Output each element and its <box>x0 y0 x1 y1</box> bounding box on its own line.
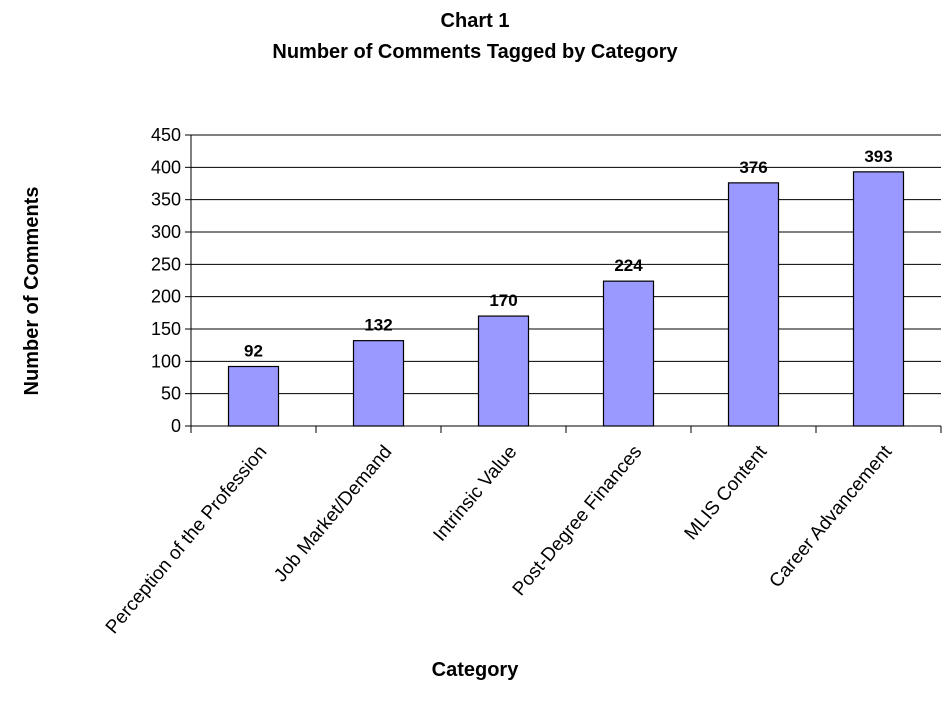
bars <box>227 171 905 427</box>
y-tick-label: 400 <box>151 157 181 177</box>
data-label: 170 <box>489 291 517 310</box>
chart-subtitle: Number of Comments Tagged by Category <box>272 41 678 63</box>
bar <box>727 182 780 427</box>
data-label: 224 <box>614 256 643 275</box>
data-labels: 92 132 170 224 376 393 <box>244 147 893 361</box>
data-label: 132 <box>364 316 392 335</box>
bar <box>852 171 905 427</box>
y-tick-label: 50 <box>161 384 181 404</box>
x-tick-label: Intrinsic Value <box>429 442 521 546</box>
y-tick-label: 250 <box>151 254 181 274</box>
x-tick-label: MLIS Content <box>681 441 772 544</box>
x-tick-label: Post-Degree Finances <box>509 442 647 600</box>
chart-title: Chart 1 <box>441 10 510 32</box>
x-tick-label: Job Market/Demand <box>270 442 396 587</box>
gridlines <box>191 134 941 395</box>
y-tick-label: 100 <box>151 351 181 371</box>
x-axis-title: Category <box>432 659 520 681</box>
data-label: 92 <box>244 342 263 361</box>
y-tick-label: 450 <box>151 125 181 145</box>
x-tick-label: Perception of the Profession <box>102 442 272 638</box>
bar <box>602 280 655 427</box>
y-tick-label: 150 <box>151 319 181 339</box>
data-label: 393 <box>864 147 892 166</box>
y-tick-label: 300 <box>151 222 181 242</box>
data-label: 376 <box>739 158 767 177</box>
bar <box>477 315 530 427</box>
x-tick-label: Career Advancement <box>766 441 897 592</box>
bar <box>352 340 405 427</box>
y-axis-title: Number of Comments <box>21 187 43 396</box>
y-tick-labels: 0 50 100 150 200 250 300 350 400 450 <box>151 125 181 436</box>
y-tick-label: 350 <box>151 190 181 210</box>
bar <box>227 365 280 427</box>
y-tick-label: 0 <box>171 416 181 436</box>
axes <box>185 134 942 433</box>
y-tick-label: 200 <box>151 287 181 307</box>
